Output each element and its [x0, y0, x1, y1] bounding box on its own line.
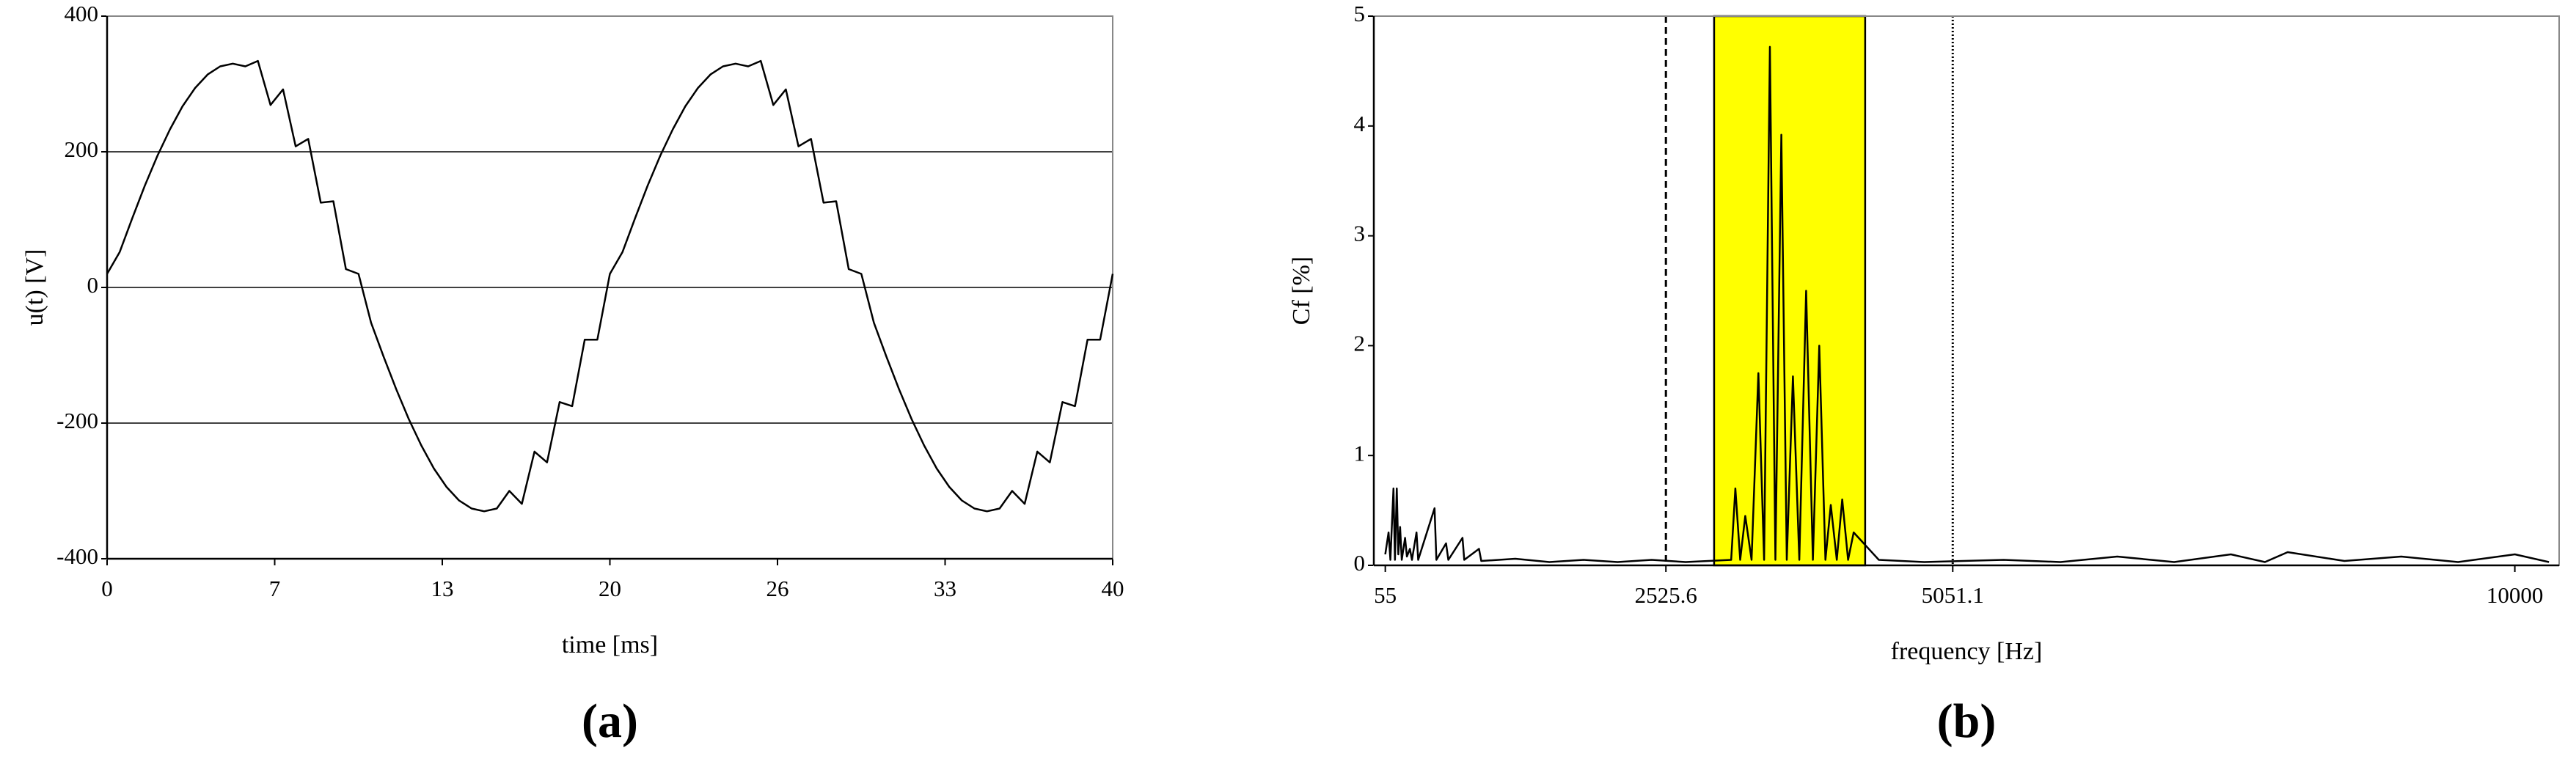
y-tick-label: 5	[1354, 1, 1366, 26]
y-tick-label: 0	[1354, 550, 1366, 576]
x-tick-label: 40	[1102, 576, 1124, 601]
y-tick-label: 400	[65, 1, 99, 26]
data-line	[106, 59, 1114, 513]
y-tick-label: -200	[56, 408, 98, 433]
data-line	[1384, 45, 2550, 563]
x-tick-label: 5051.1	[1922, 582, 1984, 608]
y-tick-label: 200	[65, 136, 99, 162]
y-tick-label: 3	[1354, 221, 1366, 246]
x-tick-label: 20	[599, 576, 621, 601]
y-axis-title: Cf [%]	[1288, 257, 1315, 325]
y-tick-label: -400	[56, 543, 98, 569]
x-axis-title: time [ms]	[562, 631, 658, 658]
y-tick-label: 4	[1354, 111, 1366, 136]
x-tick-label: 2525.6	[1635, 582, 1697, 608]
x-tick-label: 26	[766, 576, 789, 601]
x-tick-label: 10000	[2487, 582, 2544, 608]
x-tick-label: 13	[431, 576, 453, 601]
x-axis-title: frequency [Hz]	[1891, 638, 2043, 665]
y-tick-label: 0	[87, 272, 99, 298]
y-axis-title: u(t) [V]	[21, 249, 48, 326]
x-tick-label: 55	[1374, 582, 1397, 608]
plot-frame	[1373, 15, 2560, 566]
x-tick-label: 33	[934, 576, 956, 601]
x-tick-label: 0	[101, 576, 113, 601]
y-tick-label: 2	[1354, 331, 1366, 356]
panel-label: (a)	[582, 694, 638, 748]
x-tick-label: 7	[269, 576, 281, 601]
panel-label: (b)	[1937, 694, 1997, 748]
y-tick-label: 1	[1354, 440, 1366, 466]
